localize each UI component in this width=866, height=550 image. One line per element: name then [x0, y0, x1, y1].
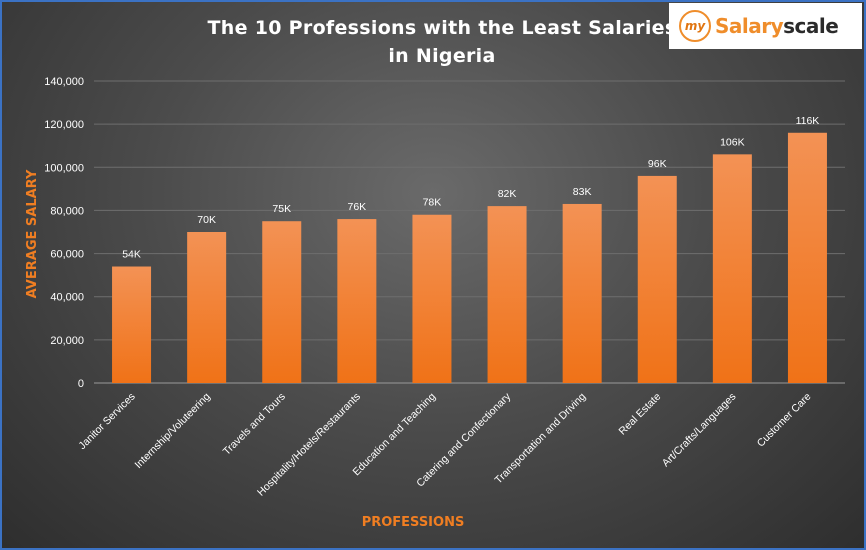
bar [787, 132, 827, 383]
bar [562, 203, 602, 383]
x-tick-label: Art/Crafts/Languages [660, 391, 739, 470]
brand-logo: my Salaryscale [669, 3, 862, 49]
y-axis-ticks: 0 20,000 40,000 60,000 80,000 100,000 120,000 1… [44, 76, 84, 390]
chart-title-line-2: in Nigeria [388, 45, 496, 67]
y-tick-label: 60,000 [50, 249, 84, 261]
bar [412, 214, 452, 383]
x-tick-label: Internship/Voluteering [132, 391, 212, 471]
bar-data-label: 54K [122, 249, 141, 261]
x-tick-label: Travels and Tours [221, 391, 288, 458]
x-tick-label: Real Estate [617, 391, 664, 438]
chart-title: The 10 Professions with the Least Salari… [162, 14, 722, 70]
y-tick-label: 120,000 [44, 119, 84, 131]
bar [112, 266, 152, 383]
x-tick-label: Customer Care [755, 391, 814, 450]
y-tick-label: 0 [78, 378, 84, 390]
x-axis-title: PROFESSIONS [362, 515, 465, 530]
bar-data-label: 106K [720, 136, 745, 148]
y-tick-label: 40,000 [50, 292, 84, 304]
x-tick-label: Education and Teaching [350, 391, 438, 479]
logo-wordmark-salary: Salary [715, 14, 784, 38]
bar-data-label: 78K [423, 197, 442, 209]
bars [112, 132, 827, 383]
y-tick-label: 20,000 [50, 335, 84, 347]
x-tick-label: Janitor Services [76, 391, 137, 452]
y-tick-label: 80,000 [50, 205, 84, 217]
bar [262, 221, 302, 383]
y-tick-label: 140,000 [44, 76, 84, 88]
bar-data-label: 75K [272, 203, 291, 215]
bar-data-label: 116K [796, 115, 820, 127]
logo-wordmark-scale: scale [783, 14, 839, 38]
chart-title-line-1: The 10 Professions with the Least Salari… [207, 17, 677, 39]
bar-data-label: 82K [498, 188, 517, 200]
bar-data-label: 96K [648, 158, 667, 170]
bar-data-label: 76K [348, 201, 367, 213]
logo-wordmark: Salaryscale [715, 14, 839, 38]
bar [637, 175, 677, 383]
bar-data-label: 70K [197, 214, 216, 226]
bar [487, 206, 527, 383]
bar [337, 219, 377, 383]
bar [187, 232, 227, 383]
logo-circle-mark: my [679, 10, 711, 42]
y-axis-title: AVERAGE SALARY [25, 169, 40, 298]
bar [712, 154, 752, 383]
bar-data-label: 83K [573, 186, 592, 198]
y-tick-label: 100,000 [44, 162, 84, 174]
data-labels: 54K 70K 75K 76K 78K 82K 83K 96K 106K 116K [122, 115, 819, 261]
